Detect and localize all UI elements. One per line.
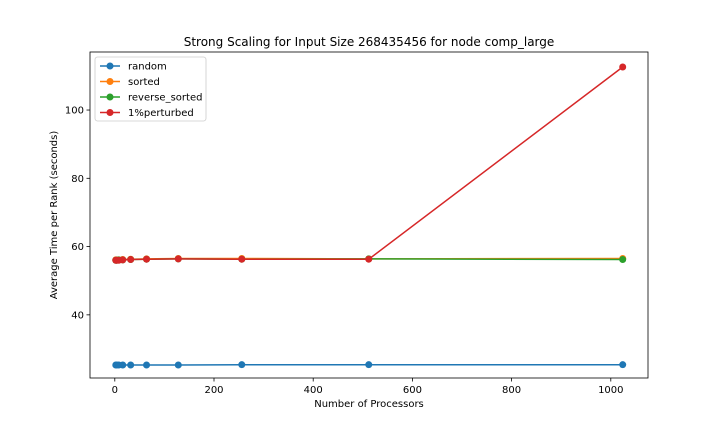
x-tick-label: 800 [502, 385, 521, 396]
legend-swatch-marker [106, 109, 114, 116]
legend: random sorted reverse_sorted 1%perturbed [94, 56, 207, 122]
legend-swatch-marker [106, 93, 114, 101]
data-point [238, 361, 246, 369]
data-point [619, 256, 627, 264]
data-point [127, 361, 135, 369]
chart-title: Strong Scaling for Input Size 268435456 … [184, 35, 555, 49]
data-point [365, 255, 373, 263]
legend-box [94, 56, 207, 122]
data-point [619, 361, 627, 369]
y-axis-label: Average Time per Rank (seconds) [49, 131, 60, 300]
legend-swatch-marker [106, 62, 114, 70]
data-point [119, 256, 127, 264]
data-point [238, 255, 246, 263]
x-axis: 0 200 400 600 800 1000 [112, 378, 624, 396]
data-point [619, 63, 627, 71]
y-tick-label: 60 [71, 242, 84, 253]
series-random [112, 361, 627, 369]
x-tick-label: 400 [304, 385, 323, 396]
x-tick-label: 0 [112, 385, 118, 396]
x-tick-label: 600 [403, 385, 422, 396]
legend-swatch-marker [106, 78, 114, 85]
y-tick-label: 80 [71, 174, 84, 185]
data-point [119, 361, 127, 369]
x-tick-label: 1000 [598, 385, 623, 396]
axes-frame [89, 51, 649, 379]
legend-label: reverse_sorted [128, 93, 202, 104]
legend-label: 1%perturbed [128, 108, 194, 119]
plot-area [112, 63, 627, 369]
y-tick-label: 100 [65, 106, 84, 117]
x-axis-label: Number of Processors [314, 399, 424, 410]
series-1%perturbed [112, 63, 627, 264]
legend-label: random [128, 62, 167, 73]
y-tick-label: 40 [71, 310, 84, 321]
data-point [127, 256, 135, 264]
data-point [174, 255, 182, 263]
data-point [143, 361, 151, 369]
y-axis: 40 60 80 100 [65, 106, 90, 321]
x-tick-label: 200 [204, 385, 223, 396]
data-point [143, 255, 151, 263]
data-point [365, 361, 373, 369]
data-point [174, 361, 182, 369]
legend-label: sorted [128, 77, 160, 88]
